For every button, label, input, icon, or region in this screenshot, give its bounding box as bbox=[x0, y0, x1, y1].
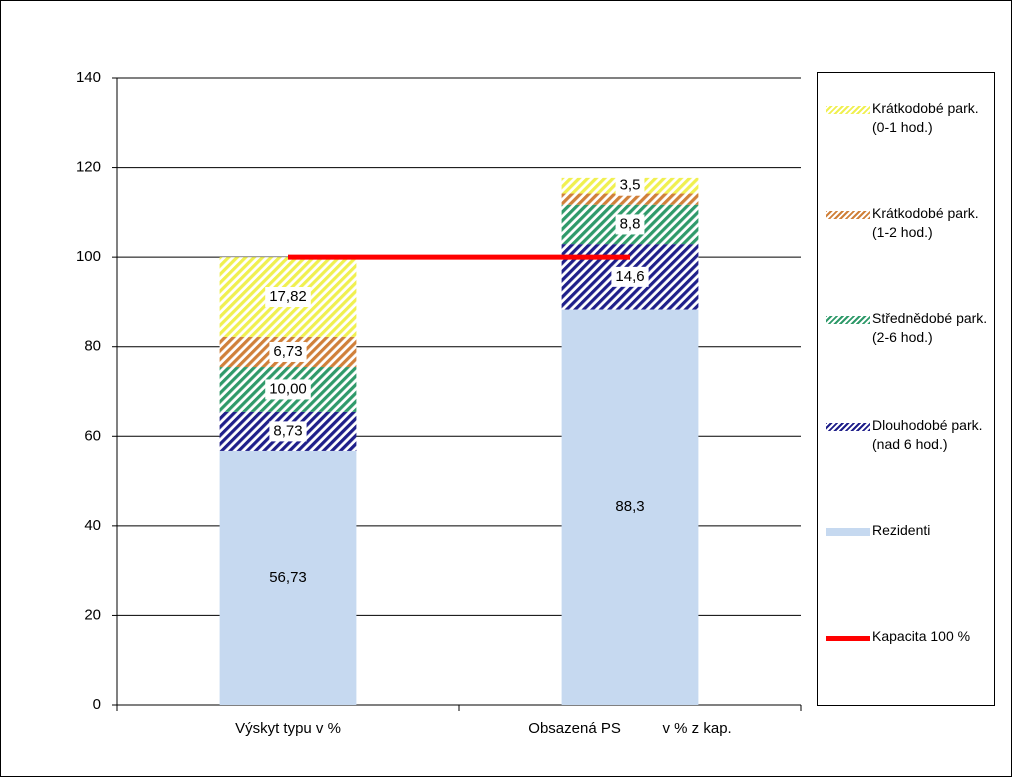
legend-swatch bbox=[826, 528, 870, 536]
data-label-box bbox=[615, 214, 645, 235]
y-tick-label: 40 bbox=[84, 517, 101, 534]
data-label-box bbox=[269, 341, 307, 362]
data-label: 56,73 bbox=[269, 569, 307, 586]
x-tick-label: Obsazená PS v % z kap. bbox=[528, 720, 731, 737]
data-label: 10,00 bbox=[269, 380, 307, 397]
legend-swatch bbox=[826, 211, 870, 219]
data-label: 3,5 bbox=[620, 177, 641, 194]
data-label: 17,82 bbox=[269, 288, 307, 305]
bar-segment bbox=[219, 450, 357, 705]
legend-swatch bbox=[826, 106, 870, 114]
legend-swatch bbox=[826, 636, 870, 641]
data-label: 88,3 bbox=[615, 498, 644, 515]
data-label-box bbox=[615, 175, 645, 196]
legend-label: Střednědobé park. (2-6 hod.) bbox=[872, 310, 988, 345]
y-tick-label: 20 bbox=[84, 606, 101, 623]
legend-label: Krátkodobé park. (0-1 hod.) bbox=[872, 100, 979, 135]
data-label: 14,6 bbox=[615, 268, 644, 285]
legend-label: Dlouhodobé park. (nad 6 hod.) bbox=[872, 417, 983, 452]
legend-swatch bbox=[826, 316, 870, 324]
y-tick-label: 120 bbox=[76, 159, 101, 176]
bar-segment bbox=[561, 309, 699, 705]
y-tick-label: 0 bbox=[93, 696, 101, 713]
data-label: 8,8 bbox=[620, 215, 641, 232]
legend: Krátkodobé park. (0-1 hod.) Krátkodobé pa… bbox=[817, 72, 995, 706]
legend-label: Rezidenti bbox=[872, 522, 931, 538]
data-label: 8,73 bbox=[273, 422, 302, 439]
data-label-box bbox=[265, 379, 311, 400]
data-label-box bbox=[611, 266, 649, 287]
y-tick-label: 60 bbox=[84, 427, 101, 444]
x-tick-label: Výskyt typu v % bbox=[235, 720, 341, 737]
y-tick-label: 100 bbox=[76, 248, 101, 265]
data-label-box bbox=[269, 421, 307, 442]
y-tick-label: 140 bbox=[76, 69, 101, 86]
legend-label: Kapacita 100 % bbox=[872, 628, 971, 644]
y-tick-label: 80 bbox=[84, 338, 101, 355]
legend-swatch bbox=[826, 423, 870, 431]
data-label-box bbox=[265, 287, 311, 308]
data-label: 6,73 bbox=[273, 343, 302, 360]
legend-label: Krátkodobé park. (1-2 hod.) bbox=[872, 205, 979, 240]
bar-segment bbox=[561, 193, 699, 205]
